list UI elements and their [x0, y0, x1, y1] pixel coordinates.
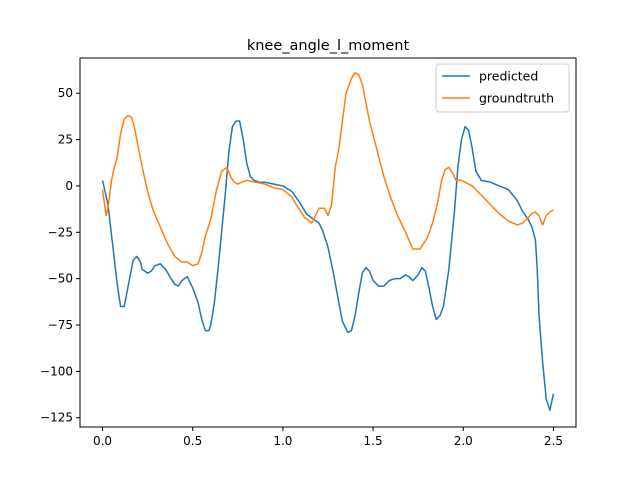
legend-label-predicted: predicted [479, 69, 538, 84]
plot-area [101, 72, 555, 412]
y-tick-label: −75 [48, 318, 73, 332]
legend-label-groundtruth: groundtruth [479, 91, 554, 106]
y-tick-label: −50 [48, 272, 73, 286]
x-tick-label: 2.5 [544, 434, 563, 448]
x-tick-label: 0.5 [183, 434, 202, 448]
x-tick-label: 1.0 [273, 434, 292, 448]
axes-frame [79, 57, 577, 428]
y-tick-label: 50 [58, 86, 73, 100]
y-tick-label: 25 [58, 133, 73, 147]
x-tick-label: 2.0 [454, 434, 473, 448]
x-axis: 0.0 0.5 1.0 1.5 2.0 2.5 [93, 427, 563, 448]
y-tick-label: 0 [65, 179, 73, 193]
x-tick-label: 1.5 [364, 434, 383, 448]
y-tick-label: −100 [40, 364, 73, 378]
x-tick-label: 0.0 [93, 434, 112, 448]
y-axis: 50 25 0 −25 −50 −75 −100 −125 [40, 86, 80, 425]
y-tick-label: −25 [48, 225, 73, 239]
chart-title: knee_angle_l_moment [247, 38, 410, 54]
legend: predicted groundtruth [435, 63, 570, 113]
series-line-predicted [101, 120, 555, 412]
series-line-groundtruth [101, 72, 554, 267]
y-tick-label: −125 [40, 411, 73, 425]
